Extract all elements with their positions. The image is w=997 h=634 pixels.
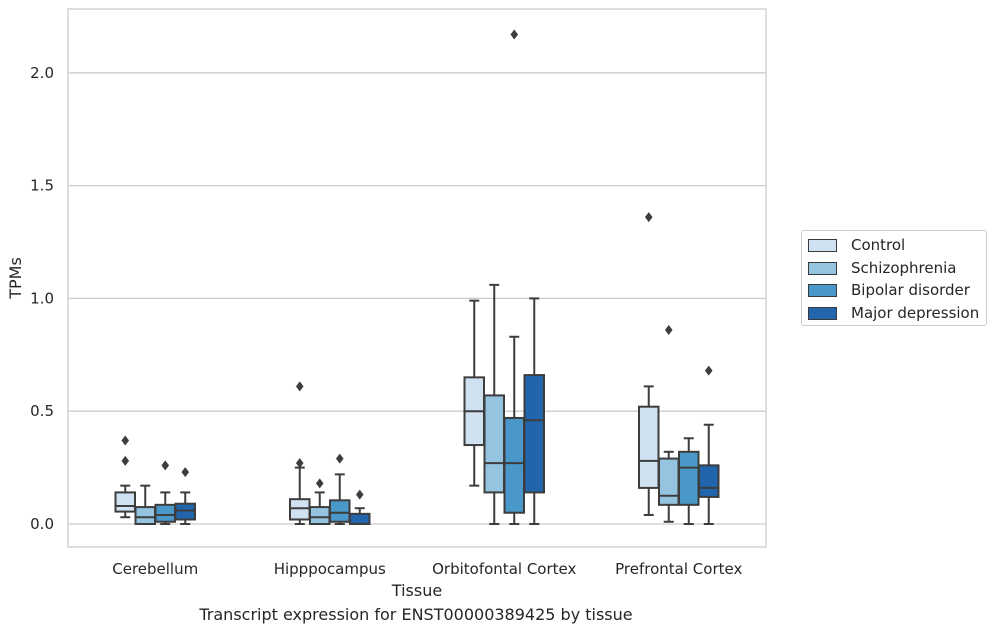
box-body	[678, 450, 700, 506]
legend-item-control: Control	[808, 235, 905, 255]
box-schizophrenia-orbitofontal-cortex	[483, 283, 505, 525]
box-control-orbitofontal-cortex	[463, 299, 485, 487]
box-major-depression-orbitofontal-cortex	[523, 297, 545, 525]
box-major-depression-hipppocampus	[349, 489, 371, 526]
outlier-point	[315, 478, 324, 489]
gridlines	[68, 72, 766, 525]
y-tick-label: 2.0	[30, 64, 54, 82]
box-schizophrenia-hipppocampus	[309, 478, 331, 525]
box-body	[309, 506, 331, 525]
box-body	[483, 394, 505, 494]
legend-label-bipolar-disorder: Bipolar disorder	[851, 281, 970, 299]
x-tick-labels: Cerebellum Hipppocampus Orbitofontal Corte…	[112, 560, 742, 578]
box-bipolar-disorder-hipppocampus	[329, 453, 351, 525]
box-body	[134, 506, 156, 525]
box-schizophrenia-cerebellum	[134, 484, 156, 525]
box-control-prefrontal-cortex	[638, 212, 660, 516]
legend-label-schizophrenia: Schizophrenia	[851, 259, 957, 277]
boxes	[114, 29, 720, 526]
figure-caption: Transcript expression for ENST0000038942…	[199, 605, 633, 624]
box-body	[329, 499, 351, 523]
box-body	[289, 498, 311, 521]
legend-swatch-control	[808, 238, 837, 252]
box-major-depression-prefrontal-cortex	[698, 365, 720, 525]
box-body	[114, 491, 136, 513]
box-body	[154, 503, 176, 523]
legend-swatch-major-depression	[808, 306, 837, 320]
x-tick-label: Prefrontal Cortex	[615, 560, 742, 578]
box-body	[523, 374, 545, 494]
y-tick-label: 1.0	[30, 289, 54, 307]
outlier-point	[644, 212, 653, 223]
legend-swatch-schizophrenia	[808, 261, 837, 275]
outlier-point	[181, 467, 190, 478]
outlier-point	[121, 455, 130, 466]
box-control-cerebellum	[114, 435, 136, 519]
legend-item-major-depression: Major depression	[808, 303, 979, 323]
box-bipolar-disorder-orbitofontal-cortex	[503, 29, 525, 525]
legend: Control Schizophrenia Bipolar disorder M…	[801, 230, 987, 326]
y-tick-label: 1.5	[30, 177, 54, 195]
outlier-point	[664, 324, 673, 335]
outlier-point	[704, 365, 713, 376]
box-bipolar-disorder-cerebellum	[154, 460, 176, 525]
x-axis-label: Tissue	[391, 581, 442, 600]
legend-label-control: Control	[851, 236, 906, 254]
outlier-point	[355, 489, 364, 500]
outlier-point	[510, 29, 519, 40]
box-body	[349, 512, 371, 526]
box-body	[698, 464, 720, 498]
y-tick-label: 0.0	[30, 515, 54, 533]
y-axis-label: TPMs	[6, 257, 25, 300]
outlier-point	[295, 458, 304, 469]
x-tick-label: Orbitofontal Cortex	[432, 560, 576, 578]
plot-frame	[67, 8, 767, 548]
box-bipolar-disorder-prefrontal-cortex	[678, 437, 700, 525]
legend-item-schizophrenia: Schizophrenia	[808, 258, 956, 278]
x-tick-label: Hipppocampus	[274, 560, 386, 578]
box-body	[638, 405, 660, 489]
legend-label-major-depression: Major depression	[851, 304, 980, 322]
box-body	[503, 416, 525, 514]
box-major-depression-cerebellum	[174, 467, 196, 525]
outlier-point	[295, 381, 304, 392]
outlier-point	[121, 435, 130, 446]
y-tick-label: 0.5	[30, 402, 54, 420]
legend-swatch-bipolar-disorder	[808, 283, 837, 297]
legend-item-bipolar-disorder: Bipolar disorder	[808, 280, 970, 300]
y-tick-labels: 0.0 0.5 1.0 1.5 2.0	[30, 64, 54, 533]
box-control-hipppocampus	[289, 381, 311, 525]
x-tick-label: Cerebellum	[112, 560, 198, 578]
box-schizophrenia-prefrontal-cortex	[658, 324, 680, 523]
outlier-point	[161, 460, 170, 471]
box-body	[174, 502, 196, 521]
box-body	[658, 457, 680, 506]
outlier-point	[335, 453, 344, 464]
